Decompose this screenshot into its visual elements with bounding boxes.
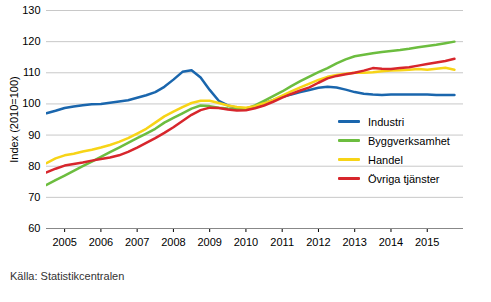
html-text:Industri: Industri (368, 115, 405, 128)
html-text:Byggverksamhet: Byggverksamhet (368, 134, 450, 147)
svg-text:Index (2010=100): Index (2010=100) (8, 76, 20, 163)
svg-text:120: 120 (22, 35, 40, 47)
svg-text:2011: 2011 (270, 236, 294, 248)
html-text:Källa: Statistikcentralen: Källa: Statistikcentralen (10, 270, 125, 282)
svg-text:2006: 2006 (89, 236, 113, 248)
svg-text:2005: 2005 (52, 236, 76, 248)
svg-text:60: 60 (28, 222, 40, 234)
svg-text:2014: 2014 (379, 236, 403, 248)
svg-text:2012: 2012 (306, 236, 330, 248)
svg-text:80: 80 (28, 160, 40, 172)
svg-text:2008: 2008 (161, 236, 185, 248)
svg-text:110: 110 (23, 66, 41, 78)
svg-text:2010: 2010 (234, 236, 258, 248)
svg-text:2013: 2013 (342, 236, 366, 248)
svg-text:2007: 2007 (125, 236, 149, 248)
svg-text:100: 100 (22, 97, 40, 109)
svg-text:130: 130 (22, 4, 40, 16)
svg-text:90: 90 (28, 129, 40, 141)
svg-text:70: 70 (28, 191, 40, 203)
html-text:Övriga tjänster: Övriga tjänster (368, 172, 440, 185)
html-text:Handel: Handel (368, 153, 403, 166)
svg-text:2015: 2015 (415, 236, 439, 248)
svg-text:2009: 2009 (197, 236, 221, 248)
